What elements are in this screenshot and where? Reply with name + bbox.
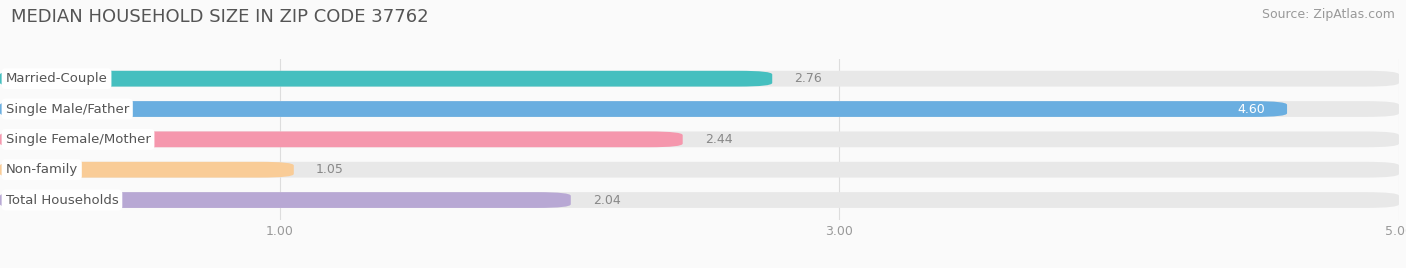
Text: Non-family: Non-family <box>6 163 77 176</box>
Text: Married-Couple: Married-Couple <box>6 72 107 85</box>
FancyBboxPatch shape <box>0 71 772 87</box>
Text: MEDIAN HOUSEHOLD SIZE IN ZIP CODE 37762: MEDIAN HOUSEHOLD SIZE IN ZIP CODE 37762 <box>11 8 429 26</box>
FancyBboxPatch shape <box>0 162 294 178</box>
FancyBboxPatch shape <box>0 192 571 208</box>
FancyBboxPatch shape <box>0 132 1399 147</box>
Text: 2.04: 2.04 <box>593 193 621 207</box>
Text: 2.76: 2.76 <box>794 72 823 85</box>
Text: 4.60: 4.60 <box>1237 103 1264 116</box>
FancyBboxPatch shape <box>0 101 1399 117</box>
Text: Single Female/Mother: Single Female/Mother <box>6 133 150 146</box>
FancyBboxPatch shape <box>0 132 683 147</box>
FancyBboxPatch shape <box>0 162 1399 178</box>
FancyBboxPatch shape <box>0 101 1286 117</box>
Text: Single Male/Father: Single Male/Father <box>6 103 129 116</box>
FancyBboxPatch shape <box>0 192 1399 208</box>
Text: 2.44: 2.44 <box>704 133 733 146</box>
Text: Source: ZipAtlas.com: Source: ZipAtlas.com <box>1261 8 1395 21</box>
Text: Total Households: Total Households <box>6 193 118 207</box>
FancyBboxPatch shape <box>0 71 1399 87</box>
Text: 1.05: 1.05 <box>316 163 344 176</box>
